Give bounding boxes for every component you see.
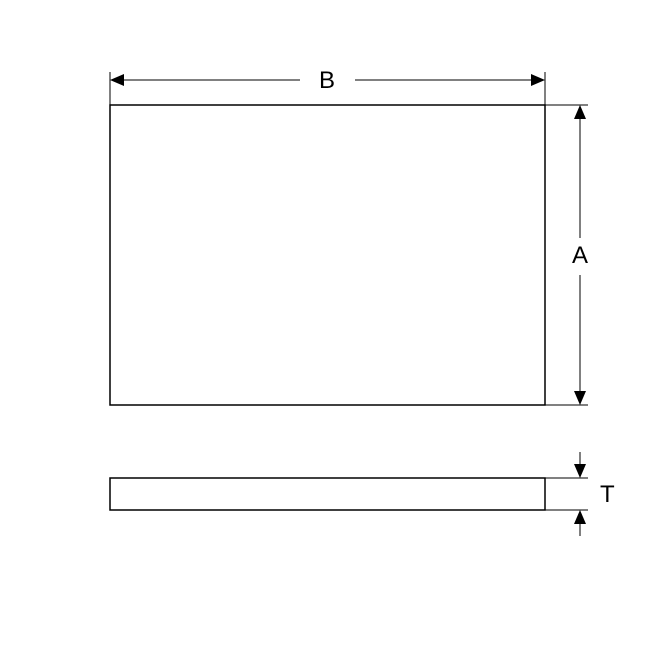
dim-b-label: B xyxy=(319,67,335,94)
top-view-rect xyxy=(110,105,545,405)
dimension-diagram: B A T xyxy=(0,0,670,670)
dimension-b: B xyxy=(110,67,545,105)
dimension-t: T xyxy=(545,452,615,536)
dim-t-label: T xyxy=(600,481,615,508)
dimension-a: A xyxy=(545,105,588,405)
dim-a-label: A xyxy=(572,242,588,269)
side-view-rect xyxy=(110,478,545,510)
